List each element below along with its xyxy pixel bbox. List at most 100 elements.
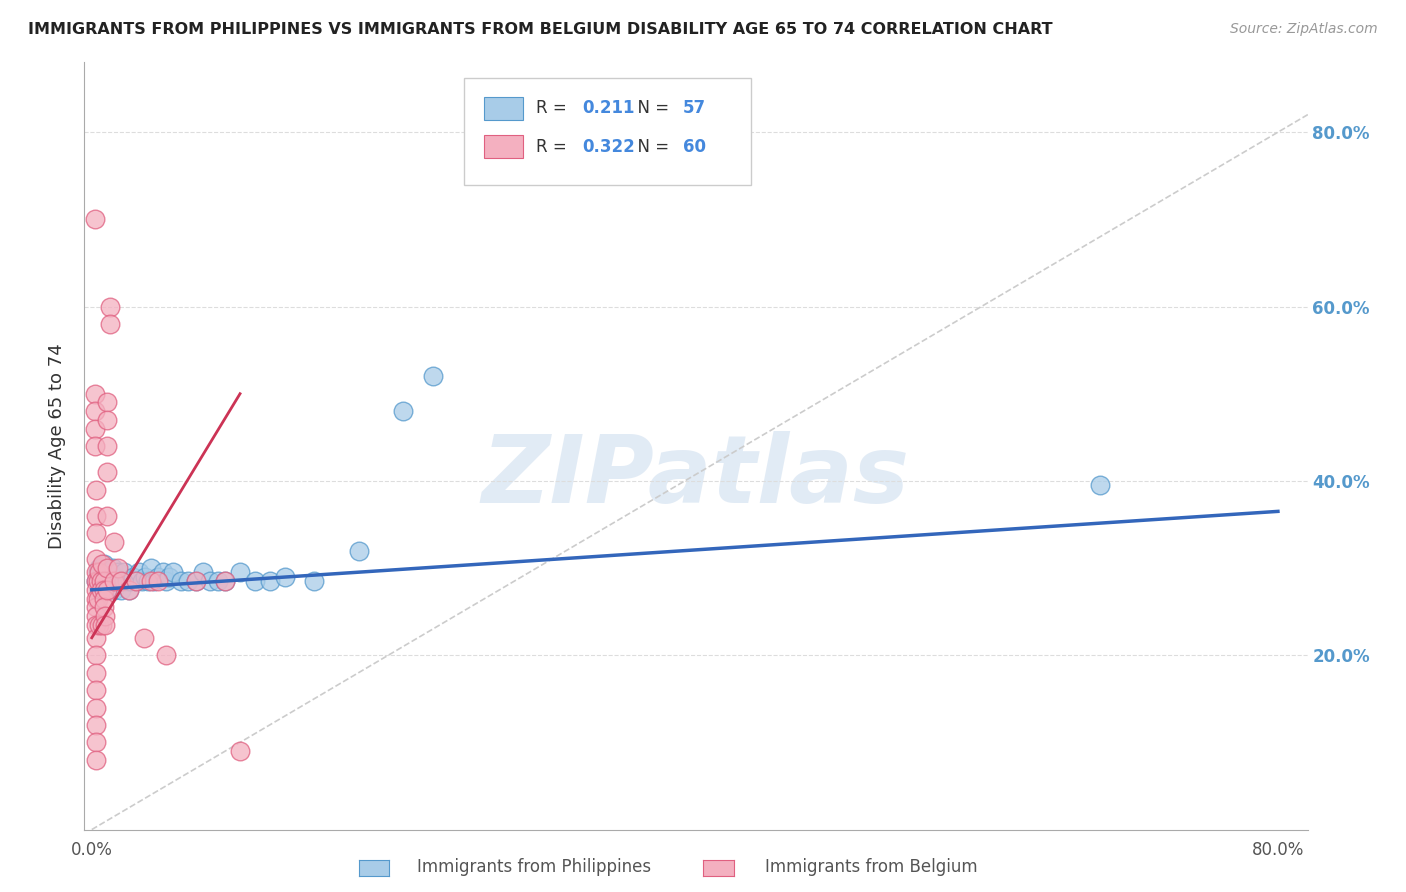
Point: [83, 421, 105, 435]
Point: [214, 574, 236, 588]
Point: [101, 561, 124, 575]
Point: [125, 574, 148, 588]
Point: [96, 395, 118, 409]
Point: [139, 574, 162, 588]
Point: [122, 570, 145, 584]
Point: [83, 386, 105, 401]
Point: [184, 574, 207, 588]
Point: [84, 574, 107, 588]
Point: [84, 566, 107, 580]
Point: [93, 574, 115, 588]
Point: [120, 574, 142, 588]
Point: [229, 566, 252, 580]
Y-axis label: Disability Age 65 to 74: Disability Age 65 to 74: [48, 343, 66, 549]
Point: [90, 574, 112, 588]
Point: [214, 574, 236, 588]
Point: [96, 582, 118, 597]
Point: [96, 561, 118, 575]
Point: [90, 574, 112, 588]
Point: [104, 570, 127, 584]
Point: [103, 534, 125, 549]
Point: [110, 574, 132, 588]
Point: [84, 574, 107, 588]
Point: [347, 543, 370, 558]
Point: [200, 574, 222, 588]
Point: [86, 574, 108, 588]
Point: [96, 582, 118, 597]
Point: [392, 404, 415, 418]
Point: [148, 574, 170, 588]
Point: [118, 582, 141, 597]
Point: [84, 648, 107, 663]
Point: [177, 574, 200, 588]
Point: [84, 631, 107, 645]
Text: 57: 57: [682, 100, 706, 118]
Point: [191, 566, 214, 580]
Point: [98, 317, 121, 331]
Point: [118, 582, 141, 597]
FancyBboxPatch shape: [484, 97, 523, 120]
Point: [132, 631, 155, 645]
Point: [84, 700, 107, 714]
Text: 60: 60: [682, 138, 706, 156]
Point: [96, 439, 118, 453]
Point: [100, 566, 122, 580]
Point: [110, 582, 132, 597]
Point: [155, 648, 177, 663]
Point: [86, 566, 108, 580]
Point: [83, 439, 105, 453]
Text: ZIPatlas: ZIPatlas: [482, 431, 910, 523]
Point: [148, 570, 170, 584]
Point: [96, 574, 118, 588]
Point: [107, 566, 129, 580]
Point: [84, 753, 107, 767]
Point: [89, 617, 111, 632]
Point: [259, 574, 281, 588]
Point: [157, 570, 180, 584]
Point: [94, 617, 117, 632]
Point: [131, 574, 153, 588]
Point: [243, 574, 266, 588]
Point: [117, 574, 139, 588]
Point: [84, 665, 107, 680]
Point: [91, 617, 114, 632]
Point: [89, 566, 111, 580]
Point: [103, 574, 125, 588]
Point: [84, 508, 107, 523]
Point: [152, 566, 174, 580]
Point: [94, 570, 117, 584]
Point: [84, 600, 107, 615]
Point: [84, 609, 107, 624]
Point: [90, 582, 112, 597]
Text: N =: N =: [627, 100, 675, 118]
Point: [96, 413, 118, 427]
Text: Source: ZipAtlas.com: Source: ZipAtlas.com: [1230, 22, 1378, 37]
Point: [84, 483, 107, 497]
Point: [84, 582, 107, 597]
Text: Immigrants from Philippines: Immigrants from Philippines: [418, 858, 651, 876]
Point: [83, 212, 105, 227]
Point: [96, 566, 118, 580]
Point: [422, 369, 444, 384]
Point: [94, 609, 117, 624]
Point: [91, 566, 114, 580]
Point: [112, 566, 135, 580]
Text: R =: R =: [536, 138, 572, 156]
Point: [155, 574, 177, 588]
FancyBboxPatch shape: [484, 136, 523, 158]
Point: [93, 557, 115, 571]
Point: [91, 557, 114, 571]
Point: [103, 574, 125, 588]
Point: [1088, 478, 1111, 492]
Point: [136, 574, 159, 588]
Point: [89, 582, 111, 597]
FancyBboxPatch shape: [464, 78, 751, 186]
Point: [89, 561, 111, 575]
Text: 0.211: 0.211: [582, 100, 634, 118]
Text: 0.322: 0.322: [582, 138, 636, 156]
Point: [302, 574, 325, 588]
Point: [229, 744, 252, 758]
Point: [93, 600, 115, 615]
Point: [86, 591, 108, 606]
Point: [103, 582, 125, 597]
